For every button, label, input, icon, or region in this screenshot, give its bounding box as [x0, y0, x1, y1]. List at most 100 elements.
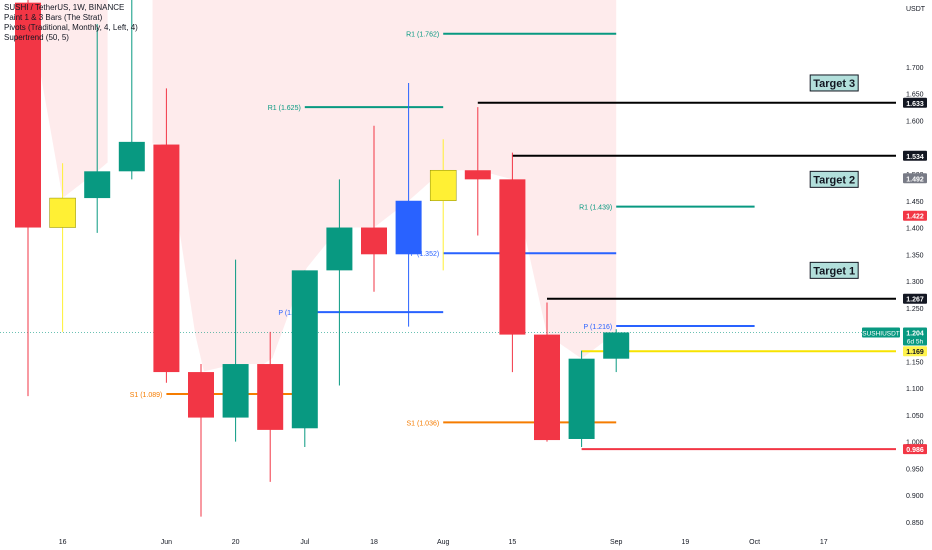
candle-body[interactable]: [84, 171, 111, 199]
candle-body[interactable]: [464, 170, 491, 180]
candles[interactable]: [15, 0, 630, 517]
pivot-label: R1 (1.625): [268, 105, 301, 112]
y-tick-label: 1.700: [906, 65, 924, 72]
symbol-tag-bg: [862, 327, 900, 338]
candle[interactable]: [49, 163, 76, 332]
pivot-label: S1 (1.089): [130, 392, 163, 399]
price-label: 1.422: [903, 210, 927, 221]
candle[interactable]: [291, 270, 318, 448]
x-tick-label: Oct: [749, 539, 760, 546]
price-label-bg: [903, 210, 927, 221]
symbol-tag[interactable]: SUSHIUSDT: [862, 327, 900, 338]
current-price-bg: [903, 327, 927, 346]
candle-body[interactable]: [429, 169, 457, 202]
price-label-text: 0.986: [906, 447, 924, 454]
candle-body[interactable]: [603, 332, 630, 359]
time-axis[interactable]: 16 Jun 20 Jul 18 Aug 15 Sep 19 Oct 17: [59, 539, 828, 546]
price-label: 1.633: [903, 97, 927, 108]
candle-body[interactable]: [188, 372, 214, 418]
axis-unit: USDT: [906, 6, 926, 13]
candle[interactable]: [361, 125, 387, 292]
target-box[interactable]: Target 2: [809, 170, 859, 188]
price-axis[interactable]: USDT 0.850 0.900 0.950 1.000 1.050 1.100 1.150 1…: [862, 6, 927, 527]
countdown-text: 6d 5h: [907, 338, 924, 345]
supertrend-band: [152, 0, 496, 372]
y-tick-label: 1.400: [906, 226, 924, 233]
candle[interactable]: [257, 331, 284, 482]
candle-body[interactable]: [291, 270, 318, 429]
y-tick-label: 1.450: [906, 199, 924, 206]
symbol-title[interactable]: SUSHI / TetherUS, 1W, BINANCE: [4, 3, 125, 12]
candle[interactable]: [429, 139, 457, 271]
candle-body[interactable]: [257, 364, 284, 430]
candle-body[interactable]: [395, 200, 422, 255]
y-tick-label: 1.050: [906, 413, 924, 420]
y-tick-label: 0.900: [906, 493, 924, 500]
candle-body[interactable]: [499, 179, 526, 335]
candle-body[interactable]: [534, 334, 560, 441]
pivot-label: S1 (1.036): [407, 420, 440, 427]
candle[interactable]: [395, 82, 422, 327]
x-tick-label: 15: [509, 539, 517, 546]
price-label-bg: [903, 173, 927, 184]
candle-body[interactable]: [49, 197, 76, 228]
target-label: Target 2: [813, 174, 855, 186]
x-tick-label: Sep: [610, 539, 623, 546]
price-label: 1.267: [903, 293, 927, 304]
candle[interactable]: [568, 350, 595, 448]
target-label: Target 1: [813, 265, 855, 277]
supertrend-band: [495, 0, 617, 358]
target-box[interactable]: Target 1: [809, 261, 859, 279]
pivot-label: R1 (1.762): [406, 32, 439, 39]
candle[interactable]: [464, 107, 491, 236]
pivot-label: P (1.352): [411, 251, 440, 258]
supertrend-bands: [28, 0, 617, 372]
price-label: 0.986: [903, 444, 927, 455]
indicator-pivots[interactable]: Pivots (Traditional, Monthly, 4, Left, 4…: [4, 23, 138, 32]
price-label-text: 1.169: [906, 349, 924, 356]
price-label-bg: [903, 444, 927, 455]
candle-body[interactable]: [15, 2, 41, 228]
candle[interactable]: [84, 24, 111, 233]
candle[interactable]: [499, 152, 526, 373]
target-box[interactable]: Target 3: [809, 74, 859, 92]
target-annotations[interactable]: Target 3 Target 2 Target 1: [809, 74, 859, 279]
price-label-bg: [903, 150, 927, 161]
candle-body[interactable]: [153, 144, 180, 373]
price-label: 1.169: [903, 346, 927, 357]
candle-body[interactable]: [361, 227, 387, 255]
y-tick-label: 1.000: [906, 440, 924, 447]
candle[interactable]: [15, 0, 41, 397]
x-tick-label: 16: [59, 539, 67, 546]
x-tick-label: Aug: [437, 539, 450, 546]
candle[interactable]: [153, 88, 180, 383]
candle-body[interactable]: [222, 364, 249, 418]
indicator-strat[interactable]: Paint 1 & 3 Bars (The Strat): [4, 13, 103, 22]
x-tick-label: Jun: [161, 539, 172, 546]
candle[interactable]: [326, 179, 353, 386]
candle[interactable]: [534, 302, 560, 442]
price-label: 1.492: [903, 173, 927, 184]
candle[interactable]: [188, 364, 214, 517]
y-tick-label: 1.250: [906, 306, 924, 313]
y-tick-label: 0.850: [906, 520, 924, 527]
candle[interactable]: [118, 0, 145, 180]
y-tick-label: 1.100: [906, 386, 924, 393]
x-tick-label: 19: [682, 539, 690, 546]
candle[interactable]: [603, 329, 630, 373]
candle-body[interactable]: [326, 227, 353, 271]
candle-body[interactable]: [568, 358, 595, 439]
pivot-label: P (1.24: [278, 310, 301, 317]
candle[interactable]: [222, 259, 249, 442]
y-tick-label: 0.950: [906, 466, 924, 473]
indicator-supertrend[interactable]: Supertrend (50, 5): [4, 33, 69, 42]
target-label: Target 3: [813, 78, 855, 90]
pivot-label: R1 (1.439): [579, 205, 612, 212]
price-label-text: 1.267: [906, 297, 924, 304]
y-tick-label: 1.600: [906, 118, 924, 125]
candle-body[interactable]: [118, 141, 145, 172]
current-price-text: 1.204: [906, 330, 924, 337]
y-tick-label: 1.300: [906, 279, 924, 286]
